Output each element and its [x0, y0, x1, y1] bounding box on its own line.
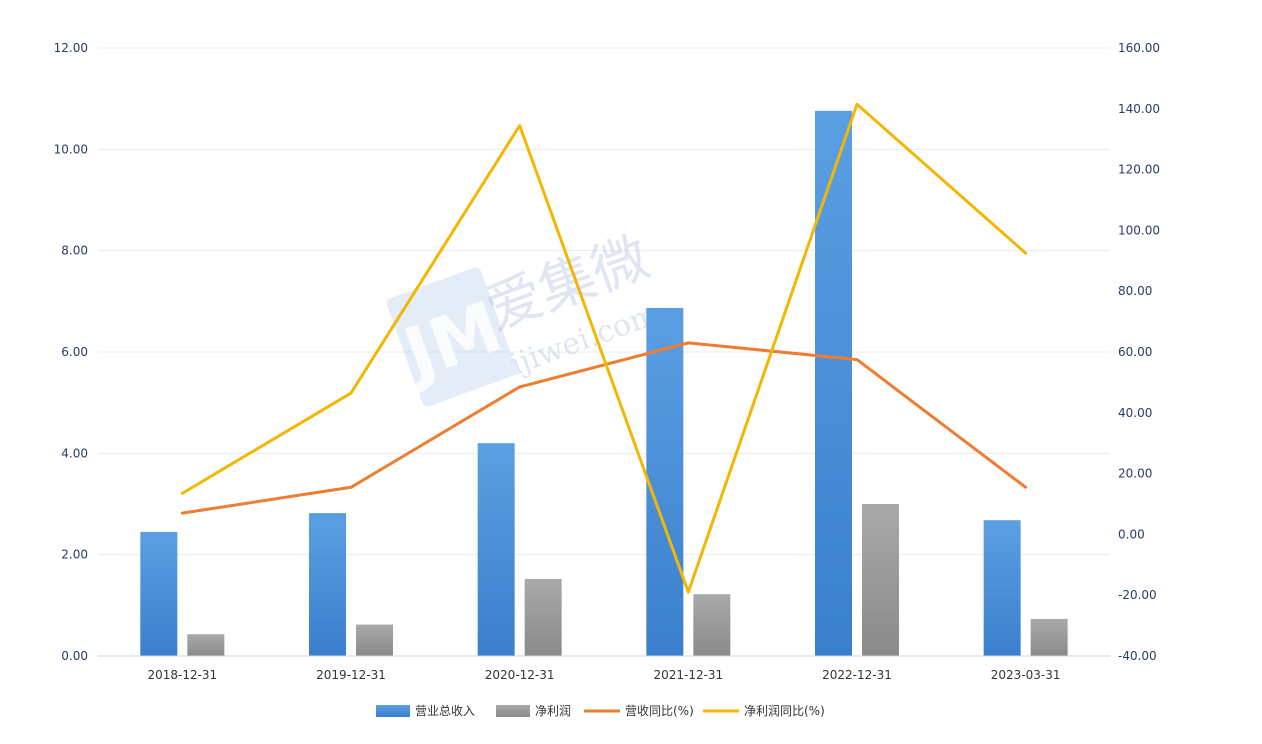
bar-revenue — [477, 443, 515, 656]
legend-swatch — [496, 705, 530, 717]
y-left-tick-label: 6.00 — [61, 345, 88, 359]
y-axis-left: 0.00 2.00 4.00 6.00 8.00 10.00 12.00 — [54, 41, 88, 663]
x-tick-label: 2023-03-31 — [991, 668, 1061, 682]
y-left-tick-label: 10.00 — [54, 142, 88, 156]
y-right-tick-label: 0.00 — [1118, 527, 1145, 541]
bars — [140, 110, 1068, 657]
y-right-tick-label: 40.00 — [1118, 406, 1152, 420]
x-tick-label: 2020-12-31 — [485, 668, 555, 682]
bar-net-profit — [524, 578, 562, 656]
bar-net-profit — [862, 504, 899, 656]
legend-item[interactable]: 净利润 — [496, 704, 571, 718]
y-left-tick-label: 4.00 — [61, 446, 88, 460]
y-right-tick-label: 20.00 — [1118, 467, 1152, 481]
y-right-tick-label: -20.00 — [1118, 588, 1157, 602]
legend-label: 净利润同比(%) — [744, 704, 825, 718]
legend-label: 营业总收入 — [415, 704, 475, 718]
x-tick-label: 2018-12-31 — [147, 668, 217, 682]
legend-item[interactable]: 净利润同比(%) — [703, 704, 825, 718]
lines — [180, 102, 1028, 594]
bar-revenue — [140, 531, 178, 656]
bar-net-profit — [1030, 619, 1068, 656]
y-right-tick-label: 100.00 — [1118, 223, 1160, 237]
legend-label: 营收同比(%) — [625, 704, 694, 718]
x-axis: 2018-12-31 2019-12-31 2020-12-31 2021-12-31… — [98, 655, 1110, 682]
x-tick-label: 2021-12-31 — [653, 668, 723, 682]
y-right-tick-label: -40.00 — [1118, 649, 1157, 663]
line-net-profit-yoy — [180, 102, 1028, 594]
y-axis-right: -40.00 -20.00 0.00 20.00 40.00 60.00 80.00 100.… — [1118, 41, 1160, 663]
legend-swatch — [376, 705, 410, 717]
y-right-tick-label: 140.00 — [1118, 102, 1160, 116]
bar-net-profit — [356, 624, 393, 656]
bar-revenue — [646, 307, 684, 656]
watermark-logo-icon: JM — [386, 267, 517, 407]
bar-net-profit — [187, 634, 225, 656]
line-revenue-yoy — [180, 341, 1028, 515]
legend-item[interactable]: 营收同比(%) — [584, 704, 694, 718]
grid-lines — [98, 47, 1110, 657]
y-left-tick-label: 8.00 — [61, 244, 88, 258]
y-right-tick-label: 120.00 — [1118, 163, 1160, 177]
legend: 营业总收入 净利润 营收同比(%) 净利润同比(%) — [376, 704, 825, 718]
bar-revenue — [815, 110, 852, 657]
y-right-tick-label: 60.00 — [1118, 345, 1152, 359]
y-left-tick-label: 2.00 — [61, 548, 88, 562]
y-right-tick-label: 80.00 — [1118, 284, 1152, 298]
y-right-tick-label: 160.00 — [1118, 41, 1160, 55]
legend-item[interactable]: 营业总收入 — [376, 704, 475, 718]
bar-revenue — [309, 513, 346, 656]
y-left-tick-label: 12.00 — [54, 41, 88, 55]
x-tick-label: 2022-12-31 — [822, 668, 892, 682]
legend-label: 净利润 — [535, 704, 571, 718]
watermark: JM 爱集微 ijiwei.com — [386, 225, 663, 407]
bar-net-profit — [693, 594, 731, 656]
bar-revenue — [983, 520, 1021, 656]
x-tick-label: 2019-12-31 — [316, 668, 386, 682]
y-left-tick-label: 0.00 — [61, 649, 88, 663]
